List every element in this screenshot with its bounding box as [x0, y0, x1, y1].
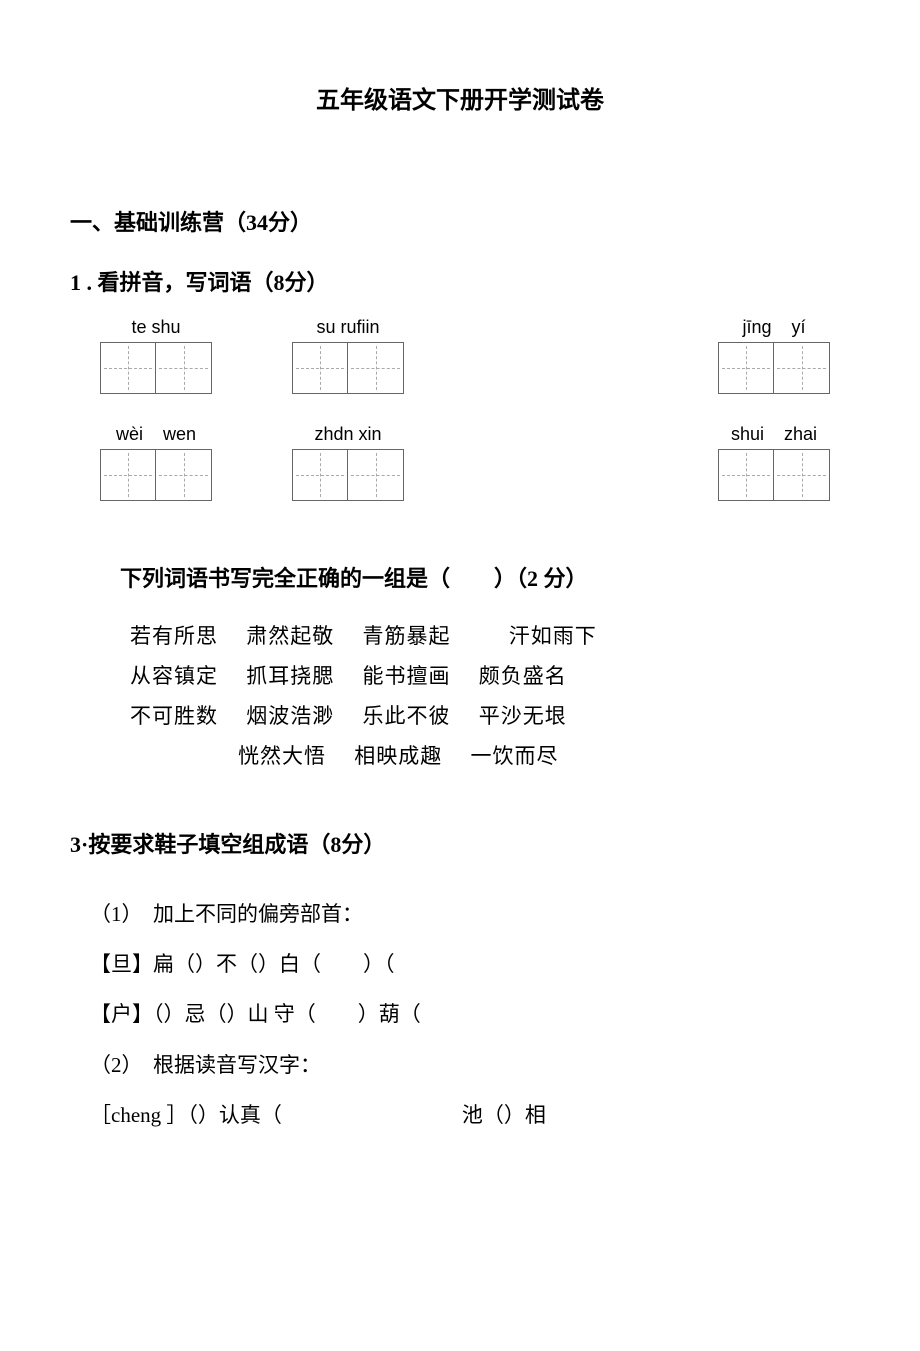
char-box[interactable]: [348, 450, 403, 500]
q3-sub2-label: （2） 根据读音写汉字：: [90, 1040, 850, 1090]
q2-block: 下列词语书写完全正确的一组是（ ）（2 分） 若有所思 肃然起敬 青筋暴起 汗如…: [120, 561, 850, 777]
q1-heading: 1 . 看拼音，写词语（8分）: [70, 265, 850, 297]
char-boxes[interactable]: [292, 449, 404, 501]
choice-row: 不可胜数 烟波浩渺 乐此不彼 平沙无垠: [130, 697, 850, 737]
pinyin-label: su rufiin: [316, 317, 379, 338]
q3-sub1-label: （1） 加上不同的偏旁部首：: [90, 889, 850, 939]
char-box[interactable]: [348, 343, 403, 393]
pinyin-label: te shu: [131, 317, 180, 338]
pinyin-group: shui zhai: [718, 424, 830, 501]
char-boxes[interactable]: [100, 449, 212, 501]
q3-dan-line: 【旦】扁（）不（）白（ ）（: [90, 939, 850, 989]
q3-cheng-line: ［cheng ］（）认真（ 池（）相: [90, 1090, 850, 1140]
q3-hu-line: 【户】（）忌（）山 守（ ）葫（: [90, 989, 850, 1039]
pinyin-group: su rufiin: [292, 317, 404, 394]
char-box[interactable]: [774, 450, 829, 500]
char-box[interactable]: [156, 450, 211, 500]
pinyin-group: wèi wen: [100, 424, 212, 501]
char-boxes[interactable]: [100, 342, 212, 394]
pinyin-row-1: te shu su rufiin jīng yí: [100, 317, 850, 394]
char-boxes[interactable]: [718, 342, 830, 394]
q3-heading: 3·按要求鞋子填空组成语（8分）: [70, 827, 850, 859]
pinyin-group: zhdn xin: [292, 424, 404, 501]
char-box[interactable]: [156, 343, 211, 393]
char-box[interactable]: [293, 450, 348, 500]
char-box[interactable]: [101, 450, 156, 500]
pinyin-label: jīng yí: [742, 317, 805, 338]
section-1-heading: 一、基础训练营（34分）: [70, 205, 850, 237]
char-box[interactable]: [293, 343, 348, 393]
choice-row: 若有所思 肃然起敬 青筋暴起 汗如雨下: [130, 617, 850, 657]
cheng-right: 池（）相: [462, 1090, 546, 1140]
char-box[interactable]: [719, 450, 774, 500]
char-boxes[interactable]: [718, 449, 830, 501]
page-title: 五年级语文下册开学测试卷: [70, 80, 850, 115]
char-box[interactable]: [101, 343, 156, 393]
char-box[interactable]: [719, 343, 774, 393]
pinyin-group: jīng yí: [718, 317, 830, 394]
pinyin-row-2: wèi wen zhdn xin shui zhai: [100, 424, 850, 501]
choice-row: 从容镇定 抓耳挠腮 能书擅画 颇负盛名: [130, 657, 850, 697]
q2-heading: 下列词语书写完全正确的一组是（ ）（2 分）: [120, 561, 850, 593]
pinyin-group: te shu: [100, 317, 212, 394]
choice-row: 恍然大悟 相映成趣 一饮而尽: [238, 737, 850, 777]
pinyin-label: shui zhai: [731, 424, 817, 445]
cheng-left: ［cheng ］（）认真（: [90, 1090, 282, 1140]
char-box[interactable]: [774, 343, 829, 393]
pinyin-label: zhdn xin: [314, 424, 381, 445]
pinyin-label: wèi wen: [116, 424, 196, 445]
char-boxes[interactable]: [292, 342, 404, 394]
